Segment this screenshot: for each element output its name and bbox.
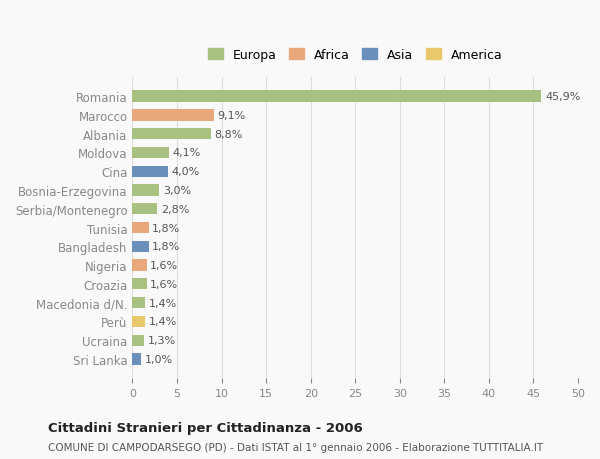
- Text: COMUNE DI CAMPODARSEGO (PD) - Dati ISTAT al 1° gennaio 2006 - Elaborazione TUTTI: COMUNE DI CAMPODARSEGO (PD) - Dati ISTAT…: [48, 442, 543, 452]
- Legend: Europa, Africa, Asia, America: Europa, Africa, Asia, America: [204, 45, 506, 65]
- Text: 1,8%: 1,8%: [152, 242, 181, 252]
- Bar: [133, 204, 157, 215]
- Text: 8,8%: 8,8%: [214, 129, 243, 140]
- Bar: [133, 147, 169, 159]
- Text: 3,0%: 3,0%: [163, 185, 191, 196]
- Bar: [133, 279, 147, 290]
- Text: 1,0%: 1,0%: [145, 354, 173, 364]
- Bar: [133, 129, 211, 140]
- Bar: [133, 166, 168, 178]
- Bar: [133, 185, 159, 196]
- Bar: [133, 353, 142, 365]
- Text: 45,9%: 45,9%: [545, 92, 580, 102]
- Text: 9,1%: 9,1%: [217, 111, 245, 121]
- Text: 1,3%: 1,3%: [148, 336, 176, 346]
- Bar: [133, 297, 145, 308]
- Bar: [133, 241, 149, 252]
- Bar: [133, 223, 149, 234]
- Bar: [133, 91, 541, 102]
- Text: 1,8%: 1,8%: [152, 223, 181, 233]
- Bar: [133, 335, 144, 346]
- Text: 4,1%: 4,1%: [173, 148, 201, 158]
- Text: 1,4%: 1,4%: [149, 298, 177, 308]
- Text: Cittadini Stranieri per Cittadinanza - 2006: Cittadini Stranieri per Cittadinanza - 2…: [48, 421, 363, 435]
- Bar: [133, 260, 147, 271]
- Bar: [133, 110, 214, 121]
- Bar: [133, 316, 145, 327]
- Text: 1,6%: 1,6%: [151, 261, 178, 270]
- Text: 2,8%: 2,8%: [161, 204, 190, 214]
- Text: 4,0%: 4,0%: [172, 167, 200, 177]
- Text: 1,6%: 1,6%: [151, 279, 178, 289]
- Text: 1,4%: 1,4%: [149, 317, 177, 327]
